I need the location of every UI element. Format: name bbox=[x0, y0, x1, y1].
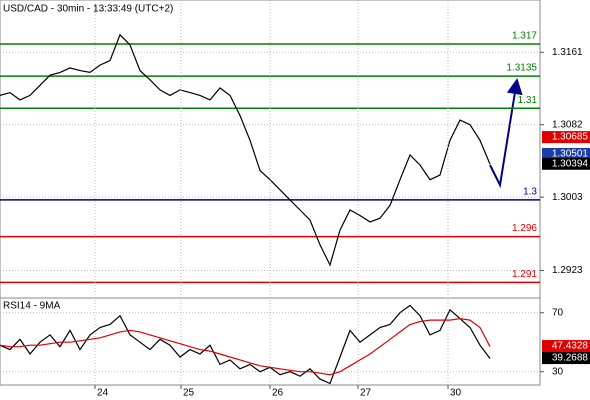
y-tick-label: 30 bbox=[552, 366, 564, 377]
x-tick-label: 24 bbox=[97, 388, 109, 399]
level-label: 1.3135 bbox=[506, 63, 537, 74]
price-tag bbox=[542, 157, 590, 170]
y-tick-label: 70 bbox=[552, 307, 564, 318]
series-line bbox=[0, 304, 491, 385]
y-tick-label: 1.2923 bbox=[552, 265, 583, 276]
price-tag-label: 39.2688 bbox=[552, 353, 589, 364]
level-label: 1.3 bbox=[523, 187, 537, 198]
y-tick-label: 1.3003 bbox=[552, 192, 583, 203]
series-line bbox=[0, 33, 491, 267]
x-tick-label: 27 bbox=[360, 388, 372, 399]
chart-title: USD/CAD - 30min - 13:33:49 (UTC+2) bbox=[3, 4, 173, 15]
price-tag bbox=[542, 340, 590, 353]
rsi-title: RSI14 - 9MA bbox=[3, 301, 61, 312]
price-tag bbox=[542, 352, 590, 365]
y-tick-label: 1.3082 bbox=[552, 119, 583, 130]
price-tag-label: 1.30394 bbox=[552, 158, 589, 169]
price-tag bbox=[542, 147, 590, 160]
x-tick-label: 30 bbox=[450, 388, 462, 399]
level-label: 1.317 bbox=[512, 31, 537, 42]
price-tag-label: 1.30685 bbox=[552, 132, 589, 143]
price-tag-label: 1.30501 bbox=[552, 149, 589, 160]
series-line bbox=[0, 317, 491, 376]
x-tick-label: 25 bbox=[183, 388, 195, 399]
price-tag bbox=[542, 131, 590, 144]
level-label: 1.296 bbox=[512, 223, 537, 234]
level-label: 1.31 bbox=[518, 95, 538, 106]
level-label: 1.291 bbox=[512, 269, 537, 280]
x-tick-label: 26 bbox=[272, 388, 284, 399]
price-tag-label: 47.4328 bbox=[552, 341, 589, 352]
forecast-arrow bbox=[489, 78, 523, 189]
y-tick-label: 1.3161 bbox=[552, 47, 583, 58]
